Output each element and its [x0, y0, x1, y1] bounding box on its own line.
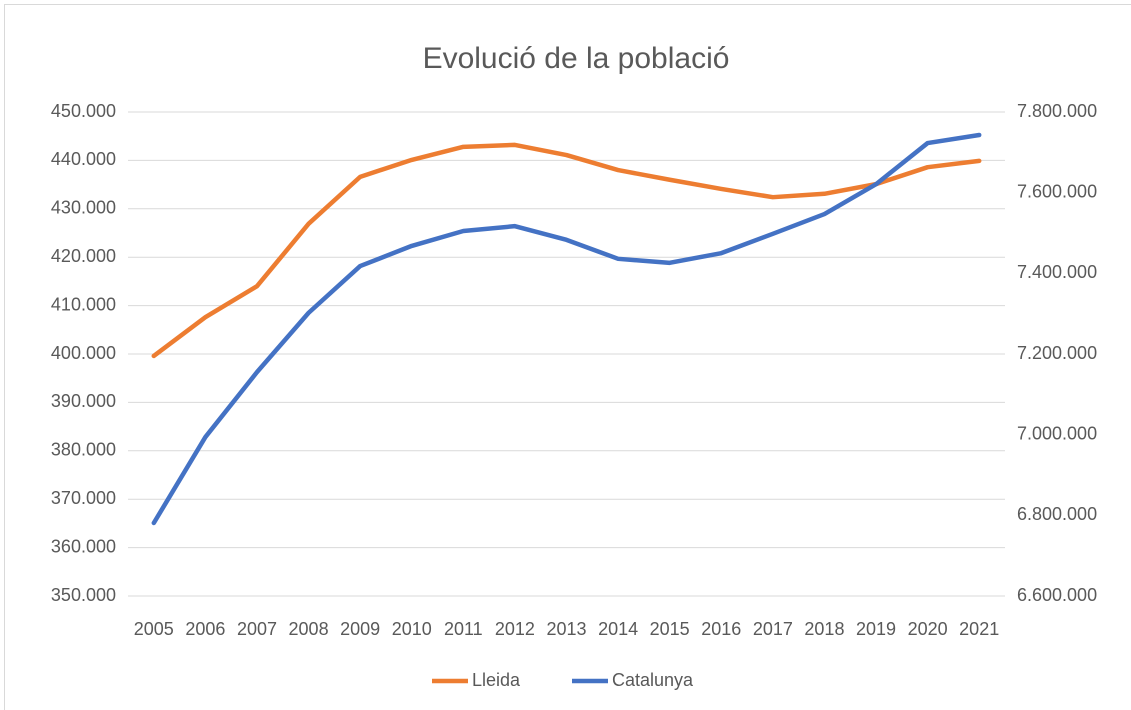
- x-tick-label: 2014: [598, 619, 638, 639]
- x-tick-label: 2011: [444, 619, 483, 639]
- x-tick-label: 2018: [804, 619, 844, 639]
- chart-border: [4, 4, 1131, 710]
- line-series: [151, 132, 982, 526]
- y-tick-label: 380.000: [51, 440, 116, 460]
- y2-tick-label: 7.000.000: [1017, 423, 1097, 443]
- y2-tick-label: 7.600.000: [1017, 181, 1097, 201]
- x-tick-label: 2010: [392, 619, 432, 639]
- legend-label: Catalunya: [612, 670, 694, 690]
- legend-label: Lleida: [472, 670, 521, 690]
- y-tick-label: 410.000: [51, 294, 116, 314]
- y-tick-label: 440.000: [51, 149, 116, 169]
- y2-tick-label: 6.600.000: [1017, 585, 1097, 605]
- x-tick-label: 2019: [856, 619, 896, 639]
- y-tick-label: 370.000: [51, 488, 116, 508]
- x-tick-label: 2012: [495, 619, 535, 639]
- chart-title: Evolució de la població: [423, 42, 730, 75]
- y-tick-label: 390.000: [51, 391, 116, 411]
- x-tick-label: 2007: [237, 619, 277, 639]
- y2-tick-label: 7.400.000: [1017, 262, 1097, 282]
- y-tick-label: 400.000: [51, 343, 116, 363]
- x-tick-label: 2020: [908, 619, 948, 639]
- y2-tick-label: 7.800.000: [1017, 101, 1097, 121]
- y-tick-label: 420.000: [51, 246, 116, 266]
- x-tick-label: 2015: [650, 619, 690, 639]
- x-tick-label: 2016: [701, 619, 741, 639]
- y-tick-label: 350.000: [51, 585, 116, 605]
- y2-tick-label: 7.200.000: [1017, 343, 1097, 363]
- y-tick-label: 360.000: [51, 536, 116, 556]
- x-tick-label: 2006: [185, 619, 225, 639]
- x-tick-label: 2013: [546, 619, 586, 639]
- y-tick-label: 450.000: [51, 101, 116, 121]
- x-tick-label: 2021: [959, 619, 999, 639]
- y2-tick-label: 6.800.000: [1017, 504, 1097, 524]
- x-tick-label: 2008: [289, 619, 329, 639]
- y-tick-label: 430.000: [51, 198, 116, 218]
- x-tick-label: 2017: [753, 619, 793, 639]
- x-tick-label: 2009: [340, 619, 380, 639]
- x-tick-label: 2005: [134, 619, 174, 639]
- line-series: [151, 142, 982, 359]
